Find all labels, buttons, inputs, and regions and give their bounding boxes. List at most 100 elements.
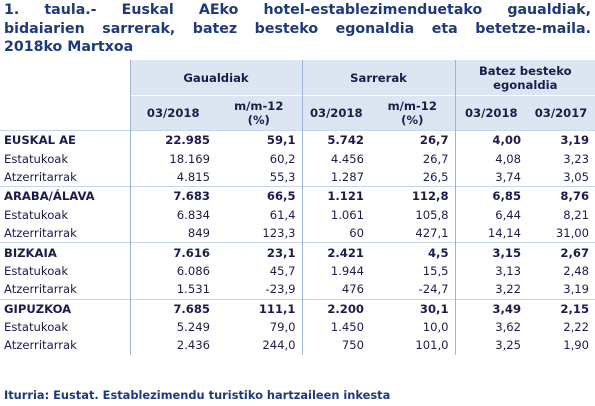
cell-value: 3,62: [454, 317, 528, 337]
cell-value: 112,8: [370, 186, 456, 206]
cell-value: 26,5: [422, 169, 449, 184]
cell-value: 123,3: [262, 226, 296, 241]
data-table: Gaualdiak Sarrerak Batez besteko egonaldia…: [0, 60, 595, 355]
cell-value: 1.944: [301, 261, 371, 281]
cell-value: 79,0: [269, 320, 296, 335]
cell-value: 22.985: [129, 130, 216, 150]
cell-value: 3,15: [454, 242, 528, 262]
row-label: Atzerritarrak: [4, 169, 77, 184]
cell-value: 1.121: [301, 186, 371, 206]
cell-value: 6.834: [129, 205, 216, 224]
cell-value: 1.061: [301, 205, 371, 224]
cell-value: 10,0: [422, 320, 449, 335]
cell-value: 2.421: [301, 242, 371, 262]
cell-value: 7.616: [129, 242, 216, 262]
cell-value: 2,22: [563, 320, 590, 335]
data-row: Estatukoak 6.086 45,7 1.944 15,5 3,13 2,48: [0, 261, 595, 281]
cell-value: 244,0: [262, 338, 296, 353]
cell-value: 1.287: [301, 167, 371, 187]
cell-value: 8,76: [527, 186, 595, 206]
cell-value: 7.683: [129, 186, 216, 206]
cell-value: 23,1: [216, 242, 303, 262]
column-header: 03/2018: [301, 95, 371, 131]
data-row: Atzerritarrak 4.815 55,3 1.287 26,5 3,74 3,05: [0, 167, 595, 187]
cell-value: 3,19: [527, 130, 595, 150]
column-group-header: Gaualdiak: [129, 60, 303, 96]
cell-value: 2,67: [527, 242, 595, 262]
row-label: GIPUZKOA: [0, 298, 130, 318]
cell-value: 4.815: [129, 167, 216, 187]
row-label: Estatukoak: [4, 320, 69, 335]
corner-cell: [0, 60, 130, 131]
cell-value: 750: [301, 336, 371, 355]
header-row: Gaualdiak Sarrerak Batez besteko egonaldia: [0, 60, 595, 131]
cell-value: 2.200: [301, 298, 371, 318]
title-line: bidaiarien sarrerak, batez besteko egona…: [4, 20, 591, 37]
column-group-header: Batez besteko egonaldia: [454, 60, 595, 96]
cell-value: -23,9: [265, 282, 296, 297]
cell-value: 4,00: [454, 130, 528, 150]
data-row: Atzerritarrak 849 123,3 60 427,1 14,14 31,00: [0, 223, 595, 243]
cell-value: 3,23: [563, 151, 590, 166]
cell-value: 3,22: [454, 280, 528, 300]
cell-value: 3,05: [563, 169, 590, 184]
cell-value: 3,74: [454, 167, 528, 187]
cell-value: 7.685: [129, 298, 216, 318]
cell-value: 3,49: [454, 298, 528, 318]
cell-value: 55,3: [269, 169, 296, 184]
cell-value: 427,1: [415, 226, 449, 241]
cell-value: 30,1: [370, 298, 456, 318]
cell-value: 61,4: [269, 207, 296, 222]
cell-value: 1.450: [301, 317, 371, 337]
data-row: Estatukoak 6.834 61,4 1.061 105,8 6,44 8,21: [0, 205, 595, 224]
cell-value: 849: [129, 223, 216, 243]
source-note: Iturria: Eustat. Establezimendu turistik…: [4, 388, 391, 402]
cell-value: 105,8: [415, 207, 449, 222]
cell-value: 59,1: [216, 130, 303, 150]
row-label: Estatukoak: [4, 151, 69, 166]
cell-value: 45,7: [269, 263, 296, 278]
cell-value: 66,5: [216, 186, 303, 206]
row-label: Atzerritarrak: [4, 338, 77, 353]
title-line: 1. taula.- Euskal AEko hotel-establezime…: [4, 2, 591, 18]
column-header: m/m-12 (%): [370, 95, 456, 131]
cell-value: 3,19: [563, 282, 590, 297]
row-label: Atzerritarrak: [4, 282, 77, 297]
cell-value: 5.742: [301, 130, 371, 150]
group-row: GIPUZKOA 7.685 111,1 2.200 30,1 3,49 2,15: [0, 298, 595, 318]
cell-value: 2,48: [563, 263, 590, 278]
cell-value: 6,85: [454, 186, 528, 206]
group-row: ARABA/ÁLAVA 7.683 66,5 1.121 112,8 6,85 8,76: [0, 186, 595, 206]
group-row: BIZKAIA 7.616 23,1 2.421 4,5 3,15 2,67: [0, 242, 595, 262]
data-row: Estatukoak 5.249 79,0 1.450 10,0 3,62 2,22: [0, 317, 595, 337]
cell-value: 15,5: [422, 263, 449, 278]
data-row: Atzerritarrak 1.531 -23,9 476 -24,7 3,22 3,19: [0, 280, 595, 300]
column-group-header: Sarrerak: [301, 60, 456, 96]
row-label: Atzerritarrak: [4, 226, 77, 241]
cell-value: 4,08: [454, 149, 528, 168]
row-label: Estatukoak: [4, 263, 69, 278]
cell-value: 8,21: [563, 207, 590, 222]
cell-value: 60: [301, 223, 371, 243]
column-header: 03/2018: [129, 95, 216, 131]
cell-value: 6,44: [454, 205, 528, 224]
cell-value: -24,7: [418, 282, 449, 297]
cell-value: 5.249: [129, 317, 216, 337]
cell-value: 4,5: [370, 242, 456, 262]
cell-value: 101,0: [415, 338, 449, 353]
title-line: 2018ko Martxoa: [4, 39, 134, 55]
row-label: ARABA/ÁLAVA: [0, 186, 130, 206]
cell-value: 14,14: [454, 223, 528, 243]
cell-value: 26,7: [422, 151, 449, 166]
data-row: Estatukoak 18.169 60,2 4.456 26,7 4,08 3,23: [0, 149, 595, 168]
cell-value: 2,15: [527, 298, 595, 318]
title: 1. taula.- Euskal AEko hotel-establezime…: [4, 1, 591, 57]
row-label: BIZKAIA: [0, 242, 130, 262]
row-label: EUSKAL AE: [0, 130, 130, 150]
cell-value: 18.169: [129, 149, 216, 168]
column-header: m/m-12 (%): [216, 95, 303, 131]
cell-value: 26,7: [370, 130, 456, 150]
cell-value: 1.531: [129, 280, 216, 300]
group-row: EUSKAL AE 22.985 59,1 5.742 26,7 4,00 3,19: [0, 130, 595, 150]
